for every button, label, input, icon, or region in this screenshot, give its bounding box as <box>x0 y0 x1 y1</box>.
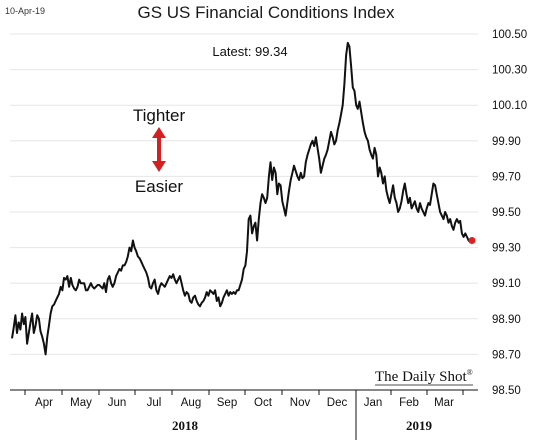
y-tick-label: 100.10 <box>492 100 527 112</box>
y-tick-label: 98.50 <box>492 385 521 397</box>
x-tick-label: Aug <box>181 397 201 409</box>
series-line <box>11 41 473 356</box>
x-tick-label: Oct <box>254 397 273 409</box>
chart-title: GS US Financial Conditions Index <box>137 3 395 22</box>
year-label-2018: 2018 <box>172 418 199 433</box>
y-tick-label: 99.50 <box>492 207 521 219</box>
y-tick-label: 99.90 <box>492 136 521 148</box>
x-axis: Apr May Jun Jul Aug Sep Oct Nov Dec Jan Feb Mar <box>10 389 478 440</box>
y-tick-label: 98.70 <box>492 349 521 361</box>
x-tick-label: Sep <box>217 397 237 409</box>
brand-mark: ® <box>467 368 473 377</box>
latest-point-marker <box>468 236 476 244</box>
tighter-label: Tighter <box>133 106 186 125</box>
y-tick-label: 99.10 <box>492 278 521 290</box>
date-stamp: 10-Apr-19 <box>5 6 45 16</box>
gridlines <box>10 33 478 391</box>
y-tick-label: 100.30 <box>492 65 527 77</box>
y-tick-label: 99.70 <box>492 171 521 183</box>
x-tick-label: Apr <box>35 397 53 409</box>
easier-label: Easier <box>135 177 184 196</box>
x-tick-label: Nov <box>290 397 311 409</box>
x-tick-label: Jun <box>108 397 127 409</box>
latest-box: Latest: 99.34 <box>185 38 315 64</box>
y-tick-label: 100.50 <box>492 29 527 41</box>
x-tick-label: Feb <box>399 397 419 409</box>
x-tick-label: Jul <box>147 397 162 409</box>
latest-label: Latest: 99.34 <box>212 44 287 59</box>
y-tick-label: 98.90 <box>492 314 521 326</box>
brand-name: The Daily Shot <box>375 369 467 385</box>
y-tick-label: 99.30 <box>492 243 521 255</box>
x-tick-label: Dec <box>327 397 348 409</box>
direction-annotation: Tighter Easier <box>133 106 186 196</box>
year-label-2019: 2019 <box>406 418 433 433</box>
x-tick-label: Jan <box>364 397 383 409</box>
x-tick-label: Mar <box>434 397 454 409</box>
up-down-arrow-icon <box>152 127 166 172</box>
x-tick-label: May <box>70 397 92 409</box>
brand-logo: The Daily Shot® <box>375 368 473 386</box>
svg-text:The Daily Shot®: The Daily Shot® <box>375 368 473 385</box>
y-axis: 100.50 100.30 100.10 99.90 99.70 99.50 99.30 99… <box>492 29 527 397</box>
